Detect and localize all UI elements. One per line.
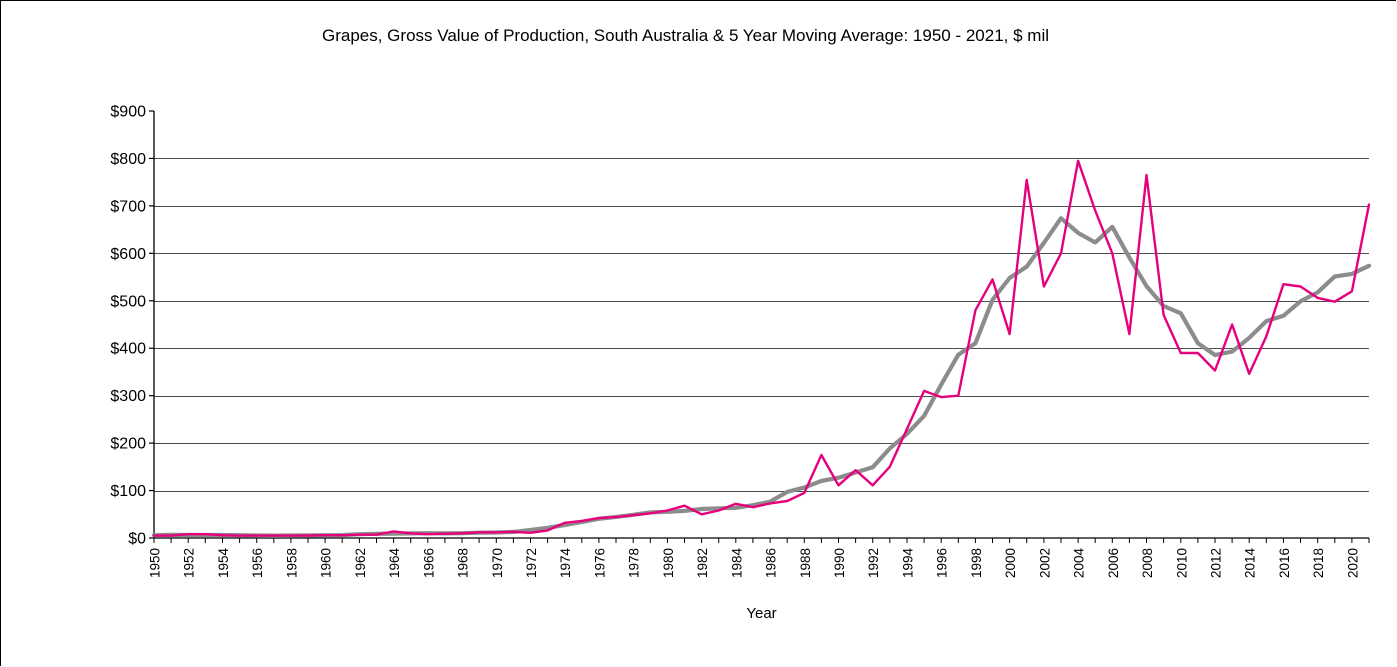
svg-text:$300: $300 — [110, 388, 146, 405]
svg-text:1962: 1962 — [353, 548, 368, 578]
svg-text:$400: $400 — [110, 341, 146, 358]
svg-text:2002: 2002 — [1037, 548, 1052, 578]
svg-text:1972: 1972 — [524, 548, 539, 578]
svg-text:2012: 2012 — [1209, 548, 1224, 578]
svg-text:2008: 2008 — [1140, 548, 1155, 578]
svg-text:$700: $700 — [110, 198, 146, 215]
svg-text:1988: 1988 — [798, 548, 813, 578]
svg-text:$100: $100 — [110, 483, 146, 500]
svg-text:1950: 1950 — [148, 548, 163, 578]
svg-text:1954: 1954 — [216, 548, 231, 579]
svg-text:1982: 1982 — [695, 548, 710, 578]
svg-text:2004: 2004 — [1072, 548, 1087, 579]
svg-text:2000: 2000 — [1003, 548, 1018, 578]
svg-text:1994: 1994 — [901, 548, 916, 579]
svg-text:1960: 1960 — [319, 548, 334, 578]
svg-text:1968: 1968 — [456, 548, 471, 578]
svg-text:1970: 1970 — [490, 548, 505, 578]
svg-text:1980: 1980 — [661, 548, 676, 578]
svg-text:1990: 1990 — [832, 548, 847, 578]
svg-text:2016: 2016 — [1277, 548, 1292, 578]
svg-text:1984: 1984 — [729, 548, 744, 579]
svg-text:1986: 1986 — [764, 548, 779, 578]
svg-text:1966: 1966 — [421, 548, 436, 578]
svg-text:2006: 2006 — [1106, 548, 1121, 578]
svg-text:$900: $900 — [110, 104, 146, 121]
svg-text:$500: $500 — [110, 293, 146, 310]
svg-text:1996: 1996 — [935, 548, 950, 578]
svg-text:1998: 1998 — [969, 548, 984, 578]
svg-text:1978: 1978 — [627, 548, 642, 578]
svg-text:1958: 1958 — [284, 548, 299, 578]
svg-text:1964: 1964 — [387, 548, 402, 579]
svg-text:$600: $600 — [110, 246, 146, 263]
svg-text:2010: 2010 — [1174, 548, 1189, 578]
svg-text:1956: 1956 — [250, 548, 265, 578]
svg-text:$800: $800 — [110, 151, 146, 168]
svg-text:1974: 1974 — [558, 548, 573, 579]
svg-text:$200: $200 — [110, 436, 146, 453]
svg-text:2020: 2020 — [1345, 548, 1360, 578]
svg-text:$0: $0 — [128, 531, 146, 548]
svg-text:1992: 1992 — [866, 548, 881, 578]
svg-text:2018: 2018 — [1311, 548, 1326, 578]
svg-text:2014: 2014 — [1243, 548, 1258, 579]
svg-text:1952: 1952 — [182, 548, 197, 578]
svg-text:1976: 1976 — [592, 548, 607, 578]
